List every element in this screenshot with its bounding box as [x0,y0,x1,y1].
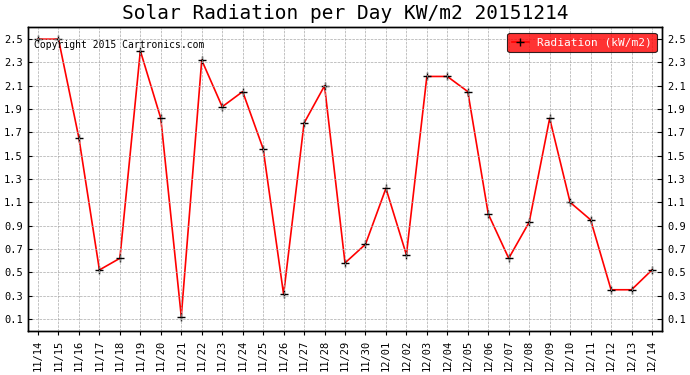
Radiation (kW/m2) [55,37,63,41]
Radiation (kW/m2) [218,105,226,109]
Text: Copyright 2015 Cartronics.com: Copyright 2015 Cartronics.com [34,40,204,50]
Radiation (kW/m2) [546,116,554,121]
Radiation (kW/m2) [75,136,83,141]
Title: Solar Radiation per Day KW/m2 20151214: Solar Radiation per Day KW/m2 20151214 [121,4,569,23]
Radiation (kW/m2) [177,314,186,319]
Radiation (kW/m2) [648,268,656,272]
Radiation (kW/m2) [320,84,328,88]
Radiation (kW/m2) [136,48,144,53]
Radiation (kW/m2) [279,292,288,297]
Radiation (kW/m2) [423,74,431,79]
Radiation (kW/m2) [259,147,267,151]
Radiation (kW/m2) [382,186,390,190]
Radiation (kW/m2) [566,200,574,205]
Radiation (kW/m2) [300,121,308,125]
Radiation (kW/m2) [525,220,533,224]
Radiation (kW/m2) [607,288,615,292]
Radiation (kW/m2) [504,256,513,261]
Radiation (kW/m2) [362,242,370,246]
Radiation (kW/m2) [464,89,472,94]
Radiation (kW/m2) [402,252,411,257]
Radiation (kW/m2) [116,256,124,261]
Radiation (kW/m2) [197,58,206,62]
Radiation (kW/m2) [157,116,165,121]
Radiation (kW/m2) [341,261,349,265]
Radiation (kW/m2) [627,288,635,292]
Radiation (kW/m2) [586,217,595,222]
Radiation (kW/m2) [95,268,104,272]
Radiation (kW/m2) [239,89,247,94]
Radiation (kW/m2) [484,212,493,216]
Legend: Radiation (kW/m2): Radiation (kW/m2) [507,33,657,52]
Line: Radiation (kW/m2): Radiation (kW/m2) [34,35,656,321]
Radiation (kW/m2) [443,74,451,79]
Radiation (kW/m2) [34,37,42,41]
